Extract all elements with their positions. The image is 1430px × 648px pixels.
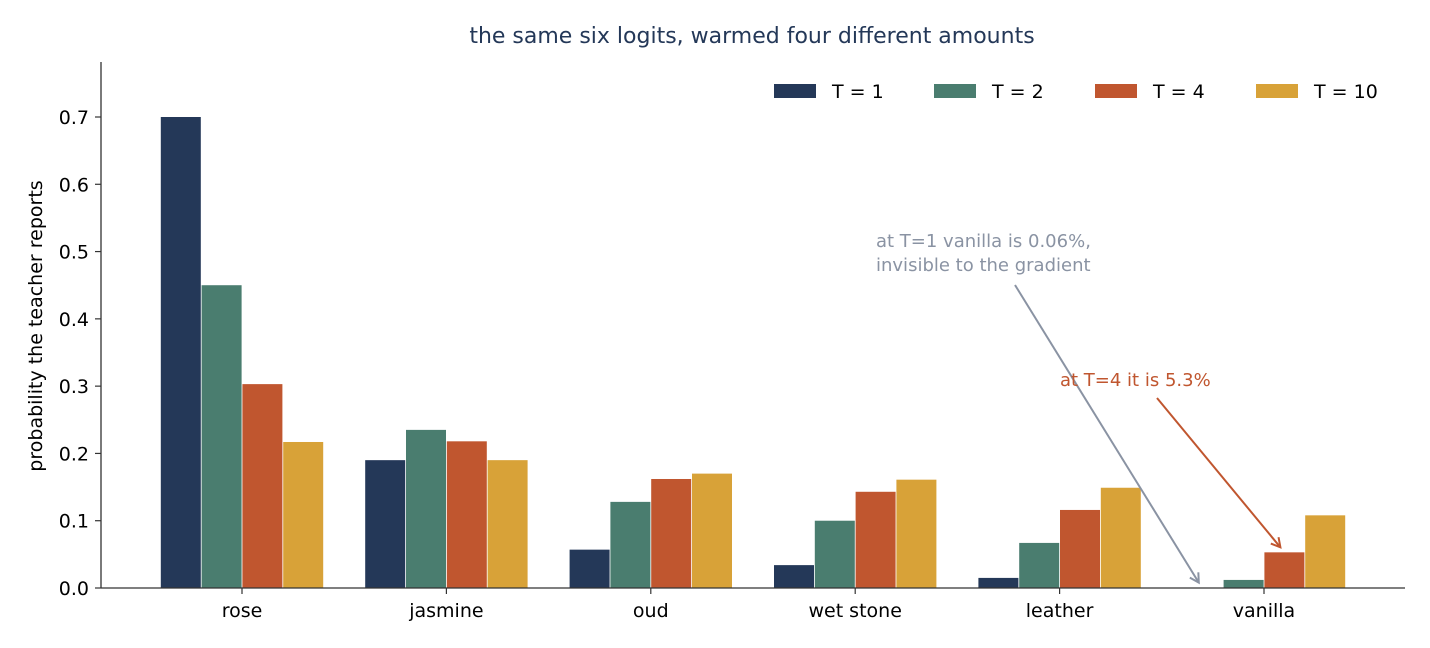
legend-swatch [934,84,976,98]
x-axis-ticks: rose jasmine oud wet stone leather vanilla [222,588,1295,622]
y-tick-label: 0.5 [59,242,89,264]
bar-vanilla-series-3 [1264,552,1305,588]
y-tick-label: 0.7 [59,107,89,129]
legend-label: T = 10 [1313,81,1378,103]
bar-wet-stone-series-1 [774,565,814,588]
x-tick-label: leather [1026,600,1094,622]
x-tick-label: rose [222,600,263,622]
bar-wet-stone-series-2 [814,520,855,588]
bar-vanilla-series-2 [1223,579,1264,588]
y-tick-label: 0.6 [59,174,89,196]
bar-oud-series-1 [569,549,610,588]
bar-oud-series-3 [651,478,692,588]
legend-label: T = 2 [991,81,1044,103]
legend-label: T = 1 [831,81,884,103]
legend-swatch [1095,84,1137,98]
bar-jasmine-series-3 [446,441,487,588]
legend-swatch [1256,84,1298,98]
bar-vanilla-series-4 [1305,515,1346,588]
legend-label: T = 4 [1152,81,1205,103]
bar-leather-series-1 [978,577,1019,588]
annotation-text: at T=1 vanilla is 0.06%, [876,231,1091,252]
bar-rose-series-2 [201,285,242,588]
y-axis-ticks: 0.0 0.1 0.2 0.3 0.4 0.5 0.6 0.7 [59,107,101,600]
bar-jasmine-series-2 [406,429,446,588]
annotation-arrow [1014,284,1199,583]
bar-jasmine-series-4 [487,460,528,588]
bar-rose-series-3 [242,384,283,588]
bar-oud-series-2 [610,501,651,588]
x-tick-label: oud [633,600,669,622]
y-axis-label: probability the teacher reports [25,180,47,471]
x-tick-label: vanilla [1233,600,1295,622]
bar-leather-series-3 [1060,509,1100,588]
bar-oud-series-4 [692,473,732,588]
bar-jasmine-series-1 [365,460,406,588]
legend-swatch [774,84,816,98]
annotation-text: at T=4 it is 5.3% [1060,370,1211,391]
x-tick-label: wet stone [808,600,901,622]
legend: T = 1 T = 2 T = 4 T = 10 [774,81,1378,103]
bar-rose-series-1 [160,117,201,588]
x-tick-label: jasmine [408,600,483,622]
y-tick-label: 0.2 [59,443,89,465]
bar-rose-series-4 [283,441,324,588]
bar-leather-series-2 [1019,542,1060,588]
y-tick-label: 0.3 [59,376,89,398]
bar-wet-stone-series-3 [855,491,896,588]
annotations: at T=1 vanilla is 0.06%, invisible to the… [876,231,1280,583]
annotation-text: invisible to the gradient [876,255,1091,276]
y-tick-label: 0.1 [59,511,89,533]
annotation-arrow [1156,397,1280,547]
y-tick-label: 0.4 [59,309,89,331]
chart-title: the same six logits, warmed four differe… [469,24,1034,49]
bar-leather-series-4 [1100,487,1141,588]
y-tick-label: 0.0 [59,578,89,600]
bar-wet-stone-series-4 [896,479,937,588]
bars-layer [160,117,1346,588]
